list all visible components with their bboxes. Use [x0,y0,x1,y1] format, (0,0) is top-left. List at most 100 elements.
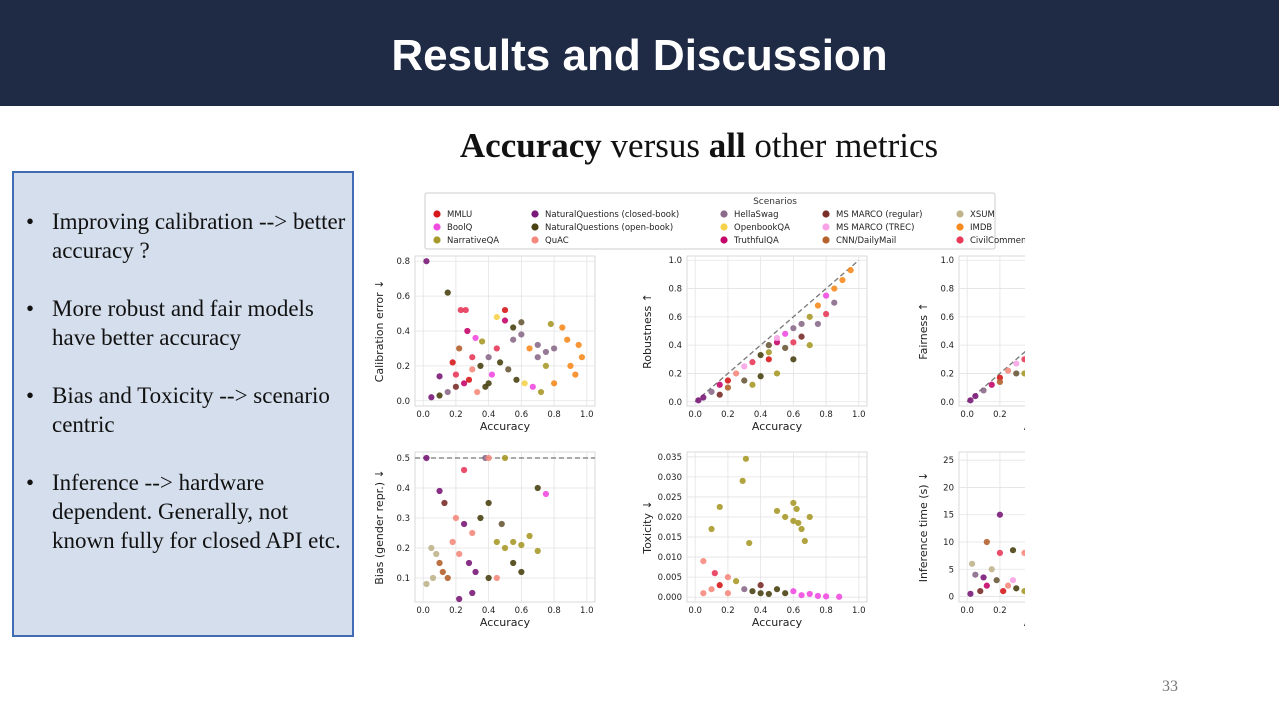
scatter-point [996,374,1004,381]
legend-label: HellaSwag [734,210,779,220]
plot-area [958,451,1025,603]
scatter-point [795,519,802,527]
legend-label: MMLU [447,210,472,220]
scatter-point [474,388,481,396]
legend-marker [956,223,964,231]
scatter-point [469,354,476,361]
scatter-point [423,258,430,265]
x-tick-label: 0.8 [819,410,833,420]
x-tick-label: 0.6 [515,606,529,616]
y-tick-label: 0.8 [668,285,682,295]
scatter-point [724,377,732,384]
scatter-point [439,568,446,576]
y-tick-label: 1.0 [940,256,954,266]
scatter-point [460,520,468,528]
x-axis-label: Accuracy [480,420,531,433]
scatter-point [493,313,500,321]
x-axis-label: Accuracy [1024,420,1025,433]
scatter-point [513,376,520,383]
x-tick-label: 1.0 [852,410,866,420]
legend-entry: NarrativeQA [433,236,499,246]
scatter-point [496,359,504,366]
scatter-point [716,582,723,589]
scatter-point [1000,587,1007,595]
scatter-point [518,319,525,326]
legend-label: NaturalQuestions (closed-book) [545,210,679,220]
x-tick-label: 0.6 [515,410,529,420]
scatter-point [831,299,838,306]
scatter-point [972,571,979,578]
scatter-point [1021,356,1025,363]
legend-entry: TruthfulQA [720,236,779,246]
scatter-point [741,377,748,384]
scatter-point [501,544,509,552]
scatter-point [798,320,805,328]
y-tick-label: 0 [949,593,954,603]
scatter-point [510,324,517,331]
y-axis-label: Fairness ↑ [917,302,930,359]
scatter-point [724,590,732,597]
legend-marker [956,236,964,244]
scatter-point [716,503,723,511]
legend-entry: IMDB [956,223,992,233]
scatter-point [814,592,822,600]
scatter-point [988,566,995,573]
scatter-point [711,570,718,577]
y-axis-label: Toxicity ↓ [641,500,654,554]
scatter-point [790,325,797,332]
scatter-point [798,333,805,340]
scatter-point [537,388,545,396]
scatter-point [1021,549,1025,557]
legend-marker [956,210,964,218]
scenarios-legend: Scenarios MMLU BoolQ NarrativeQA NaturalQues… [424,192,1025,250]
scatter-point [542,362,550,369]
scatter-point [708,525,715,533]
legend-marker [720,223,728,231]
scatter-point [790,588,797,595]
scatter-point [436,487,443,495]
legend-marker [531,236,539,244]
legend-label: MS MARCO (regular) [836,210,922,220]
scatter-point [518,568,525,576]
scatter-point [501,317,509,324]
y-tick-label: 0.0 [668,398,682,408]
legend-label: BoolQ [447,223,473,233]
scatter-point [790,356,797,363]
plot-area [414,451,596,603]
x-tick-label: 0.0 [688,410,702,420]
scatter-point [741,363,748,370]
scatter-point [988,381,995,388]
y-tick-label: 0.4 [396,327,410,337]
scatter-point [469,529,476,537]
legend-label: XSUM [970,210,995,220]
y-tick-label: 20 [943,483,954,493]
legend-label: OpenbookQA [734,223,790,233]
scatter-point [757,373,764,380]
scatter-point [498,520,505,528]
scatter-point [765,349,772,356]
x-tick-label: 0.8 [819,606,833,616]
bullet-box: Improving calibration --> better accurac… [12,171,354,637]
scatter-point [822,593,830,600]
scatter-point [542,490,550,498]
scatter-point [501,306,509,314]
scatter-point [996,549,1004,557]
x-tick-label: 1.0 [580,606,594,616]
scatter-point [968,560,976,567]
scatter-point [485,354,492,361]
scatter-point [526,345,533,352]
scatter-point [967,590,974,597]
x-tick-label: 0.2 [449,410,463,420]
x-tick-label: 0.2 [721,410,735,420]
scatter-point [782,330,789,337]
scatter-point [456,595,463,603]
x-tick-label: 0.8 [547,410,561,420]
scatter-point [564,336,571,343]
scatter-point [550,345,558,352]
y-tick-label: 0.2 [940,369,954,379]
y-tick-label: 0.6 [668,313,682,323]
scatter-point [460,380,468,387]
scatter-point [428,394,435,401]
page-number: 33 [1162,678,1178,695]
scatter-point [529,383,536,390]
